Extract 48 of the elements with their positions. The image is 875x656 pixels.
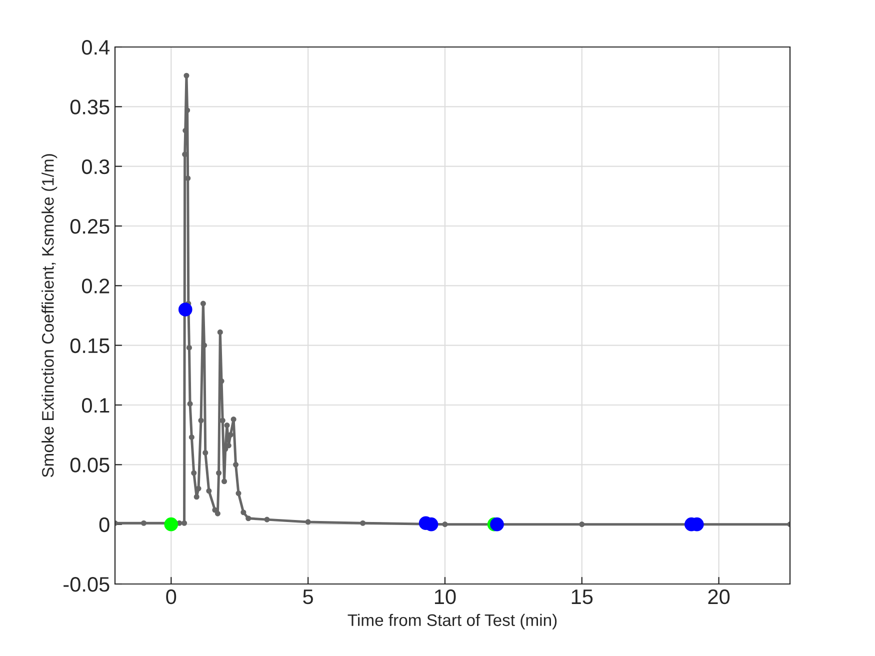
point (187, 401, 193, 407)
point (240, 510, 246, 516)
x-tick-label: 20 (708, 589, 730, 604)
point (140, 520, 147, 526)
x-axis-title: Time from Start of Test (min) (348, 614, 557, 630)
y-tick-label: 0.1 (82, 398, 110, 413)
point (490, 517, 504, 532)
point (214, 510, 220, 516)
point (184, 107, 190, 114)
x-tick-label: 10 (434, 589, 456, 604)
y-tick-label: 0.25 (70, 219, 110, 234)
y-tick-label: 0.3 (82, 159, 110, 174)
point (232, 462, 239, 468)
x-tick-label: 15 (572, 590, 593, 604)
point (442, 522, 448, 528)
point (246, 516, 252, 522)
point (206, 488, 212, 494)
point (194, 494, 200, 500)
point (216, 470, 222, 476)
y-tick-label: 0.15 (70, 338, 110, 354)
point (221, 478, 228, 484)
y-tick-label: 0.35 (70, 100, 110, 114)
point (188, 434, 194, 440)
point (236, 490, 242, 496)
point (360, 520, 366, 526)
point (186, 344, 192, 350)
point (178, 302, 192, 316)
point (191, 470, 197, 476)
x-tick-label: 5 (303, 590, 313, 604)
point (182, 520, 188, 526)
y-tick-label: 0.2 (82, 278, 110, 294)
y-axis-title: Smoke Extinction Coefficient, Ksmoke (1/m) (42, 154, 58, 478)
point (224, 422, 230, 428)
y-tick-label: 0 (99, 517, 110, 532)
point (305, 519, 311, 525)
point (184, 72, 190, 78)
point (230, 416, 236, 422)
point (164, 517, 178, 532)
point (198, 418, 204, 424)
x-tick-label: 0 (166, 589, 176, 604)
y-tick-label: 0.05 (70, 458, 110, 472)
point (200, 300, 206, 306)
point (202, 450, 208, 456)
point (579, 522, 585, 528)
point (264, 516, 270, 522)
y-tick-label: -0.05 (64, 577, 110, 592)
y-tick-label: 0.4 (82, 40, 110, 55)
point (217, 329, 223, 335)
